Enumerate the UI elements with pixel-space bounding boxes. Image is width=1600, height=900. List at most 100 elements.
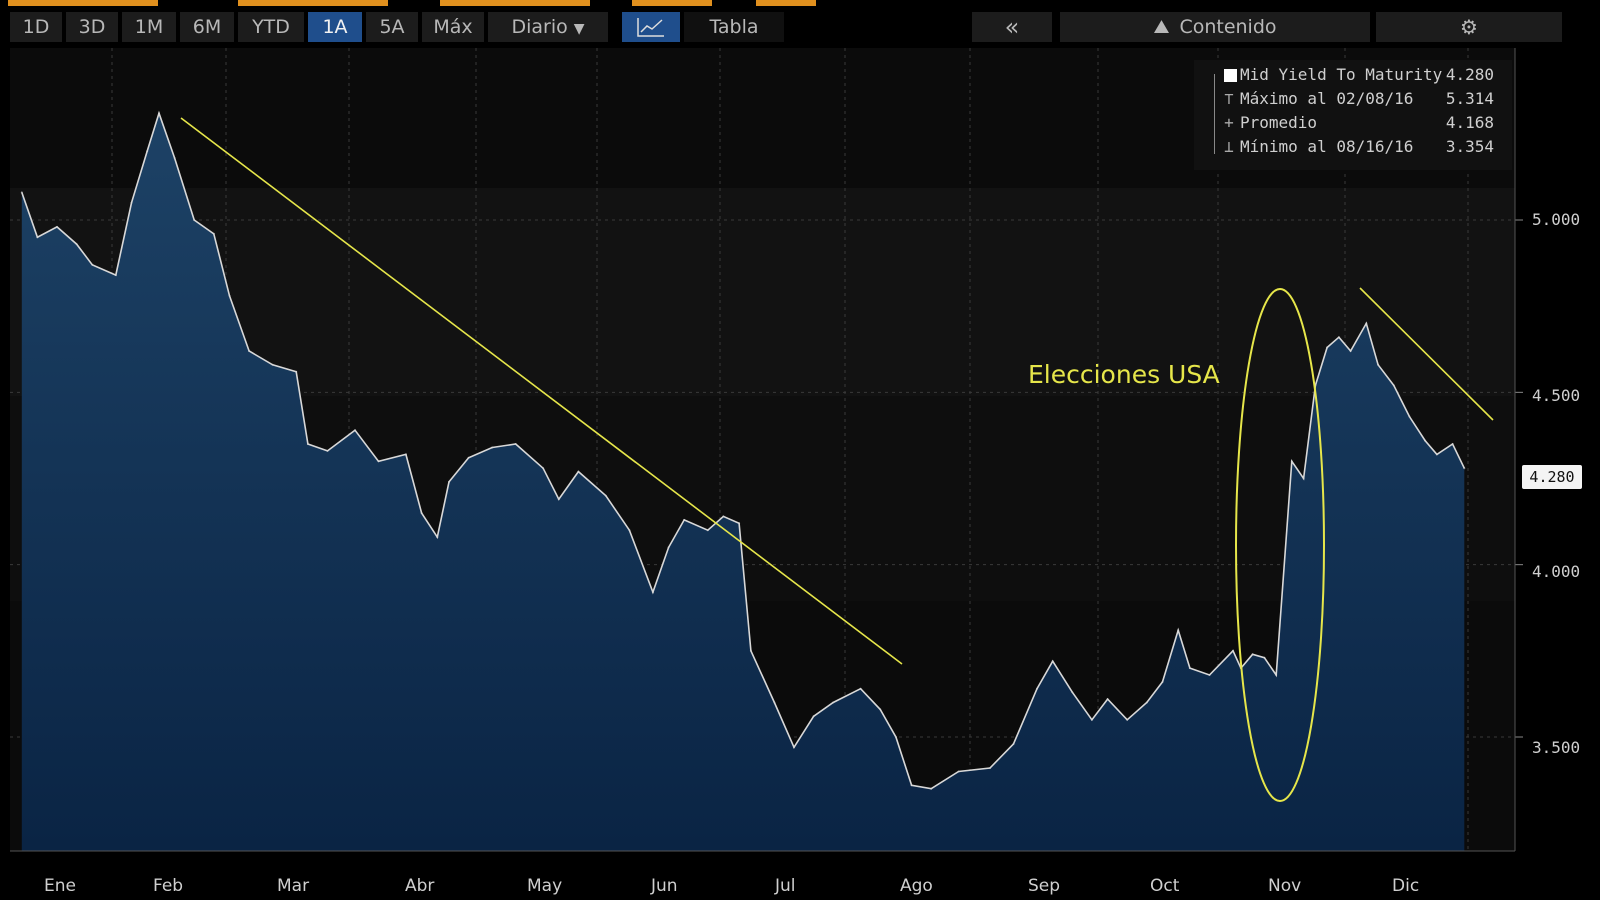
data-point xyxy=(1290,460,1293,463)
range-1m-button[interactable]: 1M xyxy=(122,12,176,42)
data-point xyxy=(604,494,607,497)
collapse-panel-button[interactable]: « xyxy=(972,12,1052,42)
range-5a-button[interactable]: 5A xyxy=(366,12,418,42)
data-point xyxy=(1145,701,1148,704)
elections-highlight-ellipse xyxy=(1235,288,1325,802)
series-area xyxy=(21,113,1465,851)
end-date-field[interactable] xyxy=(238,0,388,6)
data-point xyxy=(436,536,439,539)
data-point xyxy=(514,443,517,445)
period-dropdown[interactable]: Diario ▼ xyxy=(488,12,608,42)
data-point xyxy=(1424,439,1427,442)
data-point xyxy=(1036,687,1038,690)
legend-series-value: 4.280 xyxy=(1445,65,1494,84)
content-button[interactable]: ⛰ Contenido xyxy=(1060,12,1370,42)
data-point xyxy=(1126,718,1129,721)
data-point xyxy=(651,591,654,594)
trendline-downtrend-main xyxy=(180,117,903,665)
data-point xyxy=(306,443,309,445)
range-1a-button[interactable]: 1A xyxy=(308,12,362,42)
data-point xyxy=(467,456,470,459)
range-6m-button[interactable]: 6M xyxy=(180,12,234,42)
range-max-button[interactable]: Máx xyxy=(422,12,484,42)
data-point xyxy=(1302,477,1305,480)
x-tick-label: Jul xyxy=(775,876,796,896)
data-point xyxy=(56,225,58,228)
data-point xyxy=(773,701,776,704)
content-label: Contenido xyxy=(1179,16,1277,38)
top-field-strip xyxy=(0,0,1600,8)
x-tick-label: Ago xyxy=(900,876,933,896)
max-marker-icon: ⊤ xyxy=(1224,89,1234,108)
chart-legend[interactable]: Mid Yield To Maturity 4.280 ⊤ Máximo al … xyxy=(1194,60,1512,170)
data-point xyxy=(1326,346,1329,349)
x-tick-label: Jun xyxy=(651,876,678,896)
currency-field[interactable] xyxy=(632,0,712,6)
data-point xyxy=(1451,443,1454,445)
x-tick-label: Ene xyxy=(44,876,76,896)
average-marker-icon: + xyxy=(1224,113,1234,132)
data-point xyxy=(1435,453,1438,456)
field-selector[interactable] xyxy=(440,0,590,6)
data-point xyxy=(354,429,356,432)
table-view-button[interactable]: Tabla xyxy=(684,12,784,42)
min-marker-icon: ⊥ xyxy=(1224,137,1234,156)
data-point xyxy=(1188,667,1191,670)
data-point xyxy=(146,150,149,153)
start-date-field[interactable] xyxy=(8,0,158,6)
data-point xyxy=(1392,384,1395,387)
data-point xyxy=(130,201,133,204)
gear-icon: ⚙ xyxy=(1460,15,1478,39)
y-tick-label: 4.000 xyxy=(1532,562,1581,581)
annotation-layer xyxy=(180,117,1494,802)
settings-button[interactable]: ⚙ xyxy=(1376,12,1562,42)
data-point xyxy=(248,350,251,352)
range-1d-button[interactable]: 1D xyxy=(10,12,62,42)
data-point xyxy=(557,498,560,501)
data-point xyxy=(20,191,23,194)
data-point xyxy=(628,529,631,532)
data-point xyxy=(193,219,196,221)
data-point xyxy=(377,460,380,463)
elections-annotation: Elecciones USA xyxy=(1028,360,1220,389)
legend-connector xyxy=(1214,74,1215,154)
data-point xyxy=(91,263,94,266)
x-tick-label: Feb xyxy=(153,876,184,896)
data-point xyxy=(683,518,686,521)
data-point xyxy=(667,546,670,549)
line-chart-view-button[interactable] xyxy=(622,12,680,42)
last-value-badge: 4.280 xyxy=(1522,465,1582,489)
data-point xyxy=(1208,674,1211,676)
legend-series-label: Mid Yield To Maturity xyxy=(1240,65,1443,84)
legend-avg-label: Promedio xyxy=(1240,113,1318,132)
data-point xyxy=(793,746,795,749)
data-point xyxy=(1365,322,1368,325)
data-point xyxy=(749,649,752,652)
data-point xyxy=(930,787,933,790)
y-tick-label: 3.500 xyxy=(1532,738,1581,757)
data-point xyxy=(114,274,117,277)
y-tick-label: 4.500 xyxy=(1532,386,1581,405)
data-point xyxy=(1071,691,1074,694)
legend-row-avg: + Promedio 4.168 xyxy=(1194,112,1512,134)
data-point xyxy=(158,112,160,115)
data-point xyxy=(722,515,725,518)
data-point xyxy=(1377,363,1380,366)
x-tick-label: Mar xyxy=(277,876,310,896)
legend-row-max: ⊤ Máximo al 02/08/16 5.314 xyxy=(1194,88,1512,110)
data-point xyxy=(542,467,545,470)
data-point xyxy=(1106,698,1109,701)
data-point xyxy=(1337,336,1340,339)
data-point xyxy=(36,236,39,239)
range-3d-button[interactable]: 3D xyxy=(66,12,118,42)
data-point xyxy=(173,157,176,159)
data-point xyxy=(1251,653,1254,656)
legend-min-label: Mínimo al 08/16/16 xyxy=(1240,137,1414,156)
trendline-downtrend-dec xyxy=(1359,287,1494,421)
data-point xyxy=(491,446,494,449)
data-point xyxy=(957,770,960,773)
range-ytd-button[interactable]: YTD xyxy=(238,12,304,42)
legend-min-value: 3.354 xyxy=(1445,137,1494,156)
legend-max-label: Máximo al 02/08/16 xyxy=(1240,89,1414,108)
source-field[interactable] xyxy=(756,0,816,6)
